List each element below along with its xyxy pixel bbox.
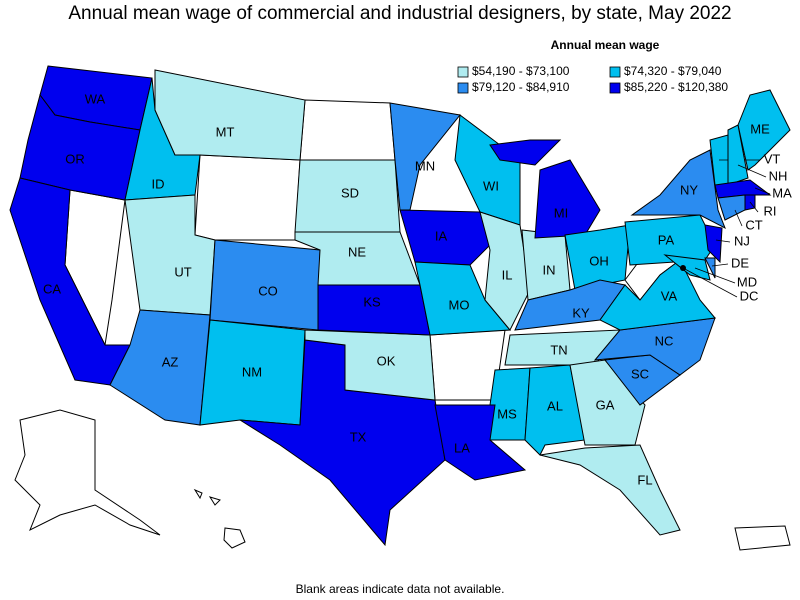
state-blank <box>194 154 301 241</box>
legend-label: $85,220 - $120,380 <box>624 80 728 94</box>
leader-line <box>749 201 759 213</box>
legend-label: $74,320 - $79,040 <box>624 64 722 78</box>
state-label: AZ <box>162 354 179 369</box>
leader-line <box>715 239 731 243</box>
state-label: NJ <box>734 233 750 248</box>
state-label: MS <box>497 406 517 421</box>
state-label: CO <box>258 283 278 298</box>
state <box>539 444 681 536</box>
map-title: Annual mean wage of commercial and indus… <box>68 3 731 24</box>
state <box>737 89 791 171</box>
state <box>294 159 401 233</box>
leader-line <box>694 267 736 284</box>
state <box>704 257 716 279</box>
state <box>389 102 461 211</box>
state-label: OK <box>377 353 396 368</box>
state <box>704 224 723 264</box>
state-label: CA <box>43 281 61 296</box>
state-label: SD <box>341 185 359 200</box>
state <box>479 211 531 331</box>
state-blank <box>299 99 396 161</box>
legend-title: Annual mean wage <box>551 38 660 52</box>
legend-label: $79,120 - $84,910 <box>472 80 570 94</box>
state <box>489 139 562 166</box>
leader-line <box>734 209 743 227</box>
state-label: KY <box>572 305 590 320</box>
state-label: NY <box>680 182 698 197</box>
puerto-rico-blank <box>734 525 791 551</box>
hawaii-blank <box>208 496 221 506</box>
legend-swatch <box>457 66 469 78</box>
state-label: DE <box>731 255 749 270</box>
hawaii-blank <box>193 488 203 500</box>
hawaii-blank <box>223 527 246 549</box>
state-label: OR <box>65 151 85 166</box>
state-label: FL <box>637 472 652 487</box>
state-label: UT <box>174 264 191 279</box>
state-label: VT <box>764 151 781 166</box>
state <box>399 209 491 266</box>
state-label: MN <box>415 158 435 173</box>
state-label: CT <box>745 217 762 232</box>
leader-line <box>737 164 767 178</box>
leader-line <box>682 267 738 298</box>
state-label: NM <box>242 364 262 379</box>
state-label: RI <box>764 203 777 218</box>
state-label: IL <box>502 267 513 282</box>
state <box>630 149 726 230</box>
state-label: MD <box>737 274 757 289</box>
alaska-blank <box>14 409 161 536</box>
state-label: TN <box>550 342 567 357</box>
state-label: SC <box>631 366 649 381</box>
state <box>564 224 631 291</box>
state-label: GA <box>596 397 615 412</box>
state <box>717 194 746 221</box>
state-label: PA <box>658 232 675 247</box>
state <box>434 404 527 481</box>
state-label: MT <box>216 124 235 139</box>
state <box>109 309 211 426</box>
state-label: VA <box>661 288 678 303</box>
state <box>727 124 749 186</box>
state-label: TX <box>350 429 367 444</box>
state-label: ID <box>152 176 165 191</box>
state-label: ME <box>750 121 770 136</box>
state <box>454 114 521 226</box>
state-label: NC <box>655 333 674 348</box>
legend: $54,190 - $73,100 $74,320 - $79,040 $79,12… <box>457 64 728 94</box>
state-label: AL <box>547 398 563 413</box>
state-label: WI <box>483 178 499 193</box>
state <box>569 359 646 446</box>
leader-line <box>754 187 771 195</box>
state-label: DC <box>740 288 759 303</box>
state-label: NH <box>769 168 788 183</box>
state <box>317 284 431 336</box>
state-label: WA <box>85 91 106 106</box>
legend-swatch <box>609 66 621 78</box>
state <box>714 179 772 199</box>
legend-label: $54,190 - $73,100 <box>472 64 570 78</box>
state <box>534 159 601 239</box>
state <box>154 69 306 161</box>
state-label: NE <box>348 244 366 259</box>
state-label: MO <box>449 297 470 312</box>
legend-swatch <box>609 82 621 94</box>
state-label: KS <box>363 294 381 309</box>
footnote: Blank areas indicate data not available. <box>296 582 505 596</box>
leader-line <box>711 263 729 267</box>
state-label: MI <box>554 205 568 220</box>
state-label: IN <box>543 262 556 277</box>
state-label: IA <box>435 228 448 243</box>
state-label: OH <box>589 253 609 268</box>
states: WA OR CA ID MT UT AZ CO NM TX OK KS NE SD MN IA MO WI IL IN… <box>9 65 792 547</box>
legend-swatch <box>457 82 469 94</box>
state-label: MA <box>772 185 792 200</box>
state-label: LA <box>454 440 470 455</box>
